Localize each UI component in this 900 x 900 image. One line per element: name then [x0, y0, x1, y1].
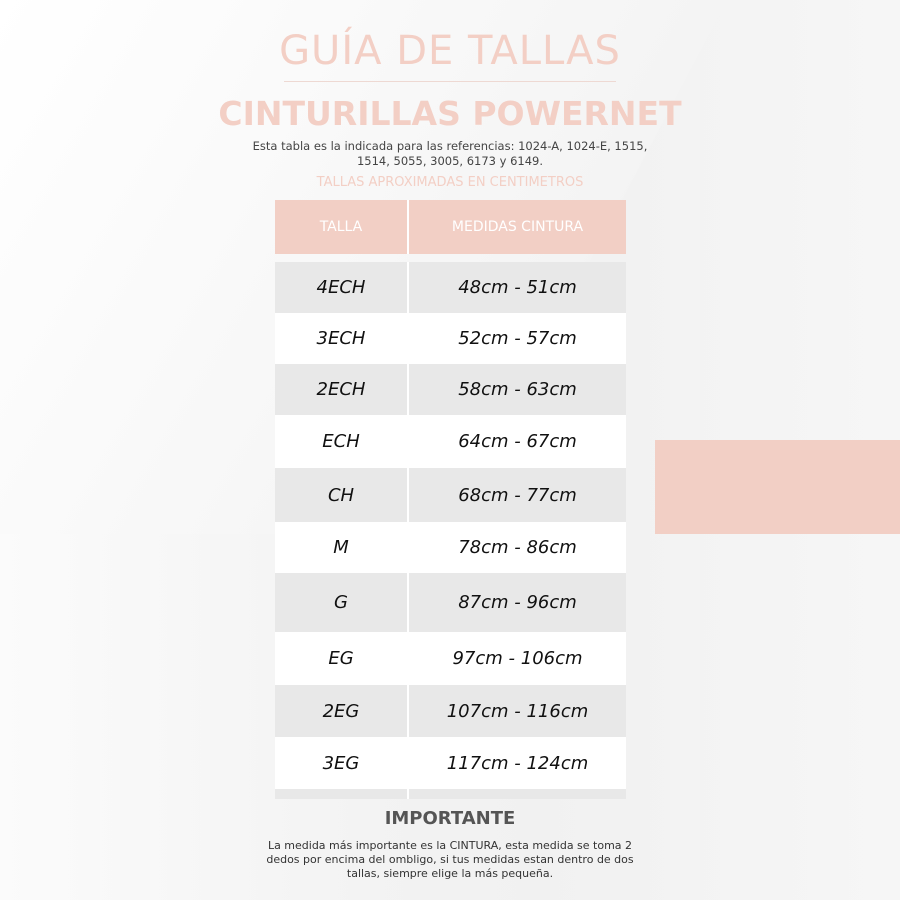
empty-cell — [275, 789, 409, 799]
size-cell: 2ECH — [275, 364, 409, 415]
important-heading: IMPORTANTE — [384, 808, 516, 829]
important-note: La medida más importante es la CINTURA, … — [266, 839, 634, 880]
table-row: CH 68cm - 77cm — [275, 468, 626, 522]
table-row: 3ECH 52cm - 57cm — [275, 313, 626, 364]
page-title: GUÍA DE TALLAS — [279, 28, 621, 74]
table-row: 4ECH 48cm - 51cm — [275, 262, 626, 313]
size-table: TALLA MEDIDAS CINTURA 4ECH 48cm - 51cm 3EC… — [275, 200, 626, 799]
waist-cell: 48cm - 51cm — [408, 262, 626, 313]
size-cell: CH — [275, 468, 409, 522]
waist-cell: 52cm - 57cm — [408, 313, 626, 364]
page-subtitle: CINTURILLAS POWERNET — [218, 94, 682, 133]
divider — [284, 81, 616, 82]
waist-cell: 58cm - 63cm — [408, 364, 626, 415]
table-row: G 87cm - 96cm — [275, 573, 626, 632]
waist-cell: 107cm - 116cm — [408, 685, 626, 737]
size-cell: 3ECH — [275, 313, 409, 364]
size-cell: EG — [275, 632, 409, 685]
size-cell: M — [275, 522, 409, 573]
waist-cell: 97cm - 106cm — [408, 632, 626, 685]
size-cell: 4ECH — [275, 262, 409, 313]
waist-cell: 64cm - 67cm — [408, 415, 626, 468]
size-cell: ECH — [275, 415, 409, 468]
table-row-partial — [275, 789, 626, 799]
table-row: 3EG 117cm - 124cm — [275, 737, 626, 789]
approx-label: TALLAS APROXIMADAS EN CENTIMETROS — [316, 175, 584, 190]
waist-cell: 117cm - 124cm — [408, 737, 626, 789]
table-row: M 78cm - 86cm — [275, 522, 626, 573]
size-cell: 2EG — [275, 685, 409, 737]
empty-cell — [408, 789, 626, 799]
header-medidas: MEDIDAS CINTURA — [408, 200, 626, 254]
table-row: 2EG 107cm - 116cm — [275, 685, 626, 737]
table-row: 2ECH 58cm - 63cm — [275, 364, 626, 415]
header-talla: TALLA — [275, 200, 409, 254]
waist-cell: 78cm - 86cm — [408, 522, 626, 573]
waist-cell: 68cm - 77cm — [408, 468, 626, 522]
waist-cell: 87cm - 96cm — [408, 573, 626, 632]
description: Esta tabla es la indicada para las refer… — [252, 139, 648, 168]
size-cell: 3EG — [275, 737, 409, 789]
size-cell: G — [275, 573, 409, 632]
table-row: ECH 64cm - 67cm — [275, 415, 626, 468]
table-row: EG 97cm - 106cm — [275, 632, 626, 685]
decorative-pink-block — [655, 440, 900, 534]
